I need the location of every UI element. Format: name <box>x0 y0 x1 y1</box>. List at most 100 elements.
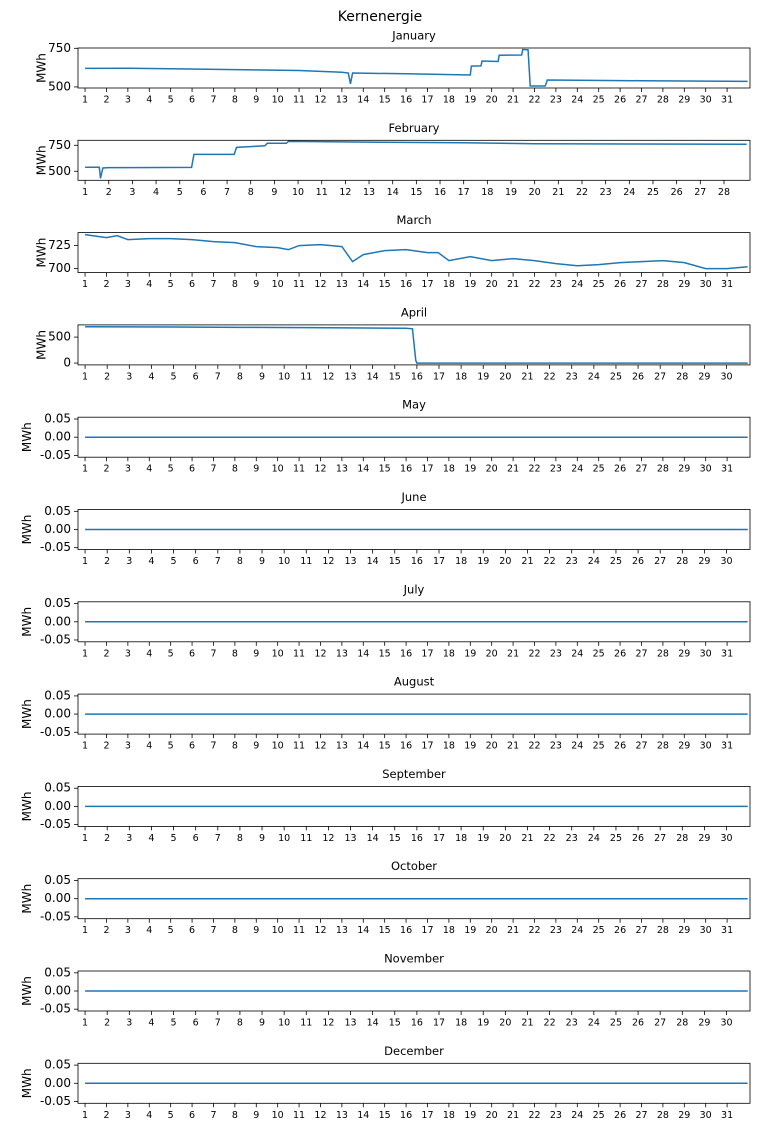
y-tick-label: 500 <box>48 79 71 93</box>
y-tick-label: 0.00 <box>44 430 71 444</box>
subplot-title: April <box>401 305 427 319</box>
x-tick-label: 21 <box>507 741 519 752</box>
x-tick-label: 23 <box>550 464 562 475</box>
x-tick-label: 7 <box>215 833 221 844</box>
x-tick-label: 23 <box>550 279 562 290</box>
x-tick-label: 10 <box>278 371 290 382</box>
x-tick-label: 15 <box>379 925 391 936</box>
x-tick-label: 24 <box>571 1110 583 1121</box>
x-tick-label: 30 <box>700 464 712 475</box>
x-tick-label: 23 <box>550 1110 562 1121</box>
x-tick-label: 8 <box>232 464 238 475</box>
y-axis-label: MWh <box>20 791 34 821</box>
x-tick-label: 15 <box>379 741 391 752</box>
x-tick-label: 21 <box>521 556 533 567</box>
x-tick-label: 10 <box>292 187 304 198</box>
x-tick-label: 17 <box>433 833 445 844</box>
x-tick-label: 14 <box>357 925 369 936</box>
y-tick-label: 0.00 <box>44 891 71 905</box>
x-tick-label: 8 <box>232 279 238 290</box>
x-tick-label: 15 <box>389 371 401 382</box>
x-tick-label: 19 <box>477 1018 489 1029</box>
axes-frame <box>77 416 751 458</box>
subplot-title: December <box>384 1044 444 1058</box>
x-tick-label: 31 <box>721 464 733 475</box>
x-tick-label: 12 <box>314 925 326 936</box>
x-tick-label: 10 <box>272 925 284 936</box>
x-tick-label: 6 <box>189 279 195 290</box>
x-tick-label: 14 <box>357 648 369 659</box>
x-tick-label: 23 <box>550 95 562 106</box>
x-tick-label: 23 <box>566 556 578 567</box>
x-tick-label: 19 <box>464 279 476 290</box>
x-tick-label: 30 <box>721 833 733 844</box>
axes-frame <box>77 786 751 827</box>
x-tick-label: 1 <box>82 279 88 290</box>
x-tick-label: 30 <box>700 95 712 106</box>
x-tick-label: 10 <box>272 95 284 106</box>
subplot-title: March <box>396 213 431 227</box>
x-tick-label: 9 <box>259 1018 265 1029</box>
x-tick-label: 19 <box>464 925 476 936</box>
x-tick-label: 21 <box>507 1110 519 1121</box>
x-tick-label: 2 <box>103 279 109 290</box>
x-tick-label: 30 <box>721 371 733 382</box>
x-tick-label: 21 <box>521 833 533 844</box>
x-tick-label: 19 <box>464 464 476 475</box>
x-tick-label: 1 <box>82 187 88 198</box>
x-tick-label: 27 <box>654 556 666 567</box>
x-tick-label: 2 <box>104 371 110 382</box>
x-tick-label: 2 <box>104 1018 110 1029</box>
x-tick-label: 14 <box>387 187 399 198</box>
x-tick-label: 28 <box>657 464 669 475</box>
y-tick-label: -0.05 <box>40 1094 71 1108</box>
x-tick-label: 9 <box>271 187 277 198</box>
x-tick-label: 8 <box>232 741 238 752</box>
x-tick-label: 14 <box>357 741 369 752</box>
x-tick-label: 4 <box>146 1110 152 1121</box>
x-tick-label: 1 <box>82 95 88 106</box>
x-tick-label: 22 <box>576 187 588 198</box>
axes-frame <box>77 693 751 735</box>
x-tick-label: 25 <box>610 833 622 844</box>
x-tick-label: 24 <box>571 464 583 475</box>
x-tick-label: 27 <box>654 833 666 844</box>
x-tick-label: 6 <box>193 833 199 844</box>
x-tick-label: 11 <box>293 925 305 936</box>
subplot-title: October <box>391 859 437 873</box>
x-tick-label: 28 <box>657 741 669 752</box>
x-tick-label: 3 <box>125 95 131 106</box>
x-tick-label: 14 <box>357 1110 369 1121</box>
x-tick-label: 13 <box>336 279 348 290</box>
x-tick-label: 27 <box>694 187 706 198</box>
x-tick-label: 10 <box>278 556 290 567</box>
x-tick-label: 6 <box>189 925 195 936</box>
x-tick-label: 24 <box>571 648 583 659</box>
x-tick-label: 19 <box>505 187 517 198</box>
x-tick-label: 7 <box>215 556 221 567</box>
x-tick-label: 5 <box>168 925 174 936</box>
x-tick-label: 21 <box>507 95 519 106</box>
x-tick-label: 20 <box>499 556 511 567</box>
x-tick-label: 12 <box>322 1018 334 1029</box>
x-tick-label: 19 <box>464 1110 476 1121</box>
x-tick-label: 16 <box>400 1110 412 1121</box>
x-tick-label: 25 <box>610 1018 622 1029</box>
x-tick-label: 21 <box>507 648 519 659</box>
x-tick-label: 4 <box>146 648 152 659</box>
y-axis-label: MWh <box>35 238 49 268</box>
x-tick-label: 18 <box>443 1110 455 1121</box>
axes-frame <box>77 878 751 920</box>
x-tick-label: 1 <box>82 556 88 567</box>
x-tick-label: 28 <box>676 1018 688 1029</box>
x-tick-label: 29 <box>678 464 690 475</box>
x-tick-label: 18 <box>455 833 467 844</box>
x-tick-label: 3 <box>126 556 132 567</box>
y-tick-label: 0.00 <box>44 984 71 998</box>
x-tick-label: 16 <box>400 741 412 752</box>
y-tick-label: 0.00 <box>44 522 71 536</box>
x-tick-label: 9 <box>253 925 259 936</box>
x-tick-label: 11 <box>300 371 312 382</box>
x-tick-label: 4 <box>148 371 154 382</box>
